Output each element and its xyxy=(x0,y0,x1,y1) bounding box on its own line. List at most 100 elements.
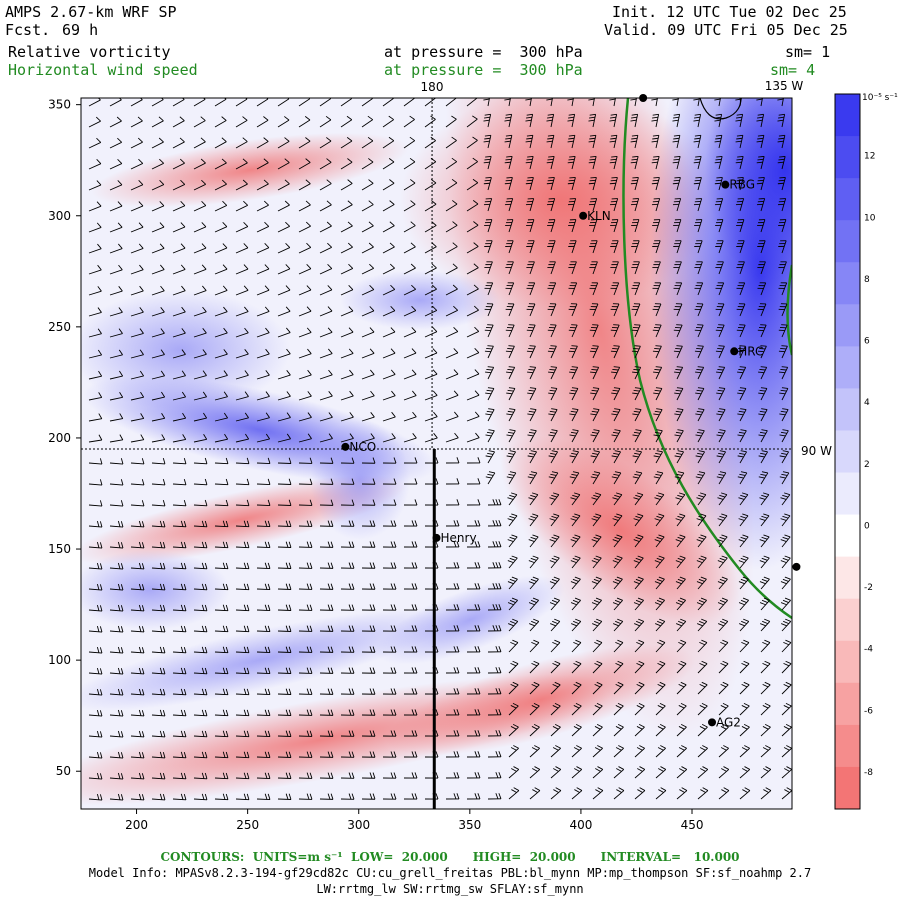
wind-barb xyxy=(609,198,619,212)
wind-barb xyxy=(613,660,624,674)
wind-barb xyxy=(651,155,660,170)
wind-barb xyxy=(130,370,145,380)
wind-barb xyxy=(193,646,208,654)
wind-barb xyxy=(445,499,460,506)
wind-barb xyxy=(277,520,292,527)
wind-barb xyxy=(109,158,123,170)
wind-barb xyxy=(109,180,123,191)
wind-barb xyxy=(634,787,646,800)
wind-barb xyxy=(88,328,102,338)
wind-barb xyxy=(634,618,645,632)
wind-barb xyxy=(151,116,164,128)
wind-barb xyxy=(611,471,622,485)
wind-barb xyxy=(714,198,724,212)
wind-barb xyxy=(508,639,519,653)
wind-barb xyxy=(758,408,768,422)
wind-barb xyxy=(568,282,578,296)
wind-barb xyxy=(506,366,516,380)
wind-barb xyxy=(483,134,492,149)
wind-barb xyxy=(424,457,439,464)
wind-barb xyxy=(546,113,555,128)
wind-barb xyxy=(484,240,493,254)
wind-barb xyxy=(256,179,269,191)
wind-barb xyxy=(151,458,166,465)
wind-barb xyxy=(466,478,481,485)
wind-barb xyxy=(759,555,770,569)
wind-barb xyxy=(779,429,789,443)
wind-barb xyxy=(403,730,418,737)
wind-barb xyxy=(88,709,103,717)
wind-barb xyxy=(382,221,395,233)
wind-barb xyxy=(319,412,333,422)
wind-barb xyxy=(612,513,623,527)
wind-barb xyxy=(235,433,250,443)
wind-barb xyxy=(718,745,729,758)
wind-barb xyxy=(130,264,144,275)
wind-barb xyxy=(298,541,313,548)
wind-barb xyxy=(277,137,290,149)
wind-barb xyxy=(109,98,122,107)
wind-barb xyxy=(403,433,417,443)
wind-barb xyxy=(756,113,765,128)
wind-barb xyxy=(569,450,579,464)
wind-barb xyxy=(654,555,665,569)
wind-barb xyxy=(739,702,750,716)
wind-barb xyxy=(235,667,250,675)
wind-barb xyxy=(151,413,166,422)
wind-barb xyxy=(529,639,540,653)
wind-barbs xyxy=(88,98,792,801)
wind-barb xyxy=(632,450,642,464)
wind-barb xyxy=(193,434,208,443)
wind-barb xyxy=(109,667,124,675)
wind-barb xyxy=(630,113,639,128)
wind-barb xyxy=(695,450,705,464)
wind-barb xyxy=(445,562,460,569)
wind-barb xyxy=(403,200,416,212)
wind-barb xyxy=(571,681,582,695)
colorbar-swatch xyxy=(835,346,860,389)
wind-barb xyxy=(739,618,750,632)
wind-barb xyxy=(611,408,621,422)
wind-barb xyxy=(256,604,271,612)
wind-barb xyxy=(109,541,124,549)
wind-barb xyxy=(277,583,292,590)
wind-barb xyxy=(777,113,786,128)
wind-barb xyxy=(382,411,396,422)
y-tick-label: 50 xyxy=(56,764,71,778)
lon-90w-label: 90 W xyxy=(801,444,832,458)
colorbar-swatch xyxy=(835,556,860,600)
wind-barb xyxy=(109,243,123,254)
colorbar-swatch xyxy=(835,178,860,221)
wind-barb xyxy=(445,390,459,401)
wind-barb xyxy=(487,583,502,590)
wind-barb xyxy=(277,772,292,779)
wind-barb xyxy=(466,178,479,191)
wind-barb xyxy=(735,177,744,191)
wind-barb xyxy=(694,303,704,317)
wind-barb xyxy=(652,240,661,254)
wind-barb xyxy=(487,520,502,527)
wind-barb xyxy=(781,702,792,716)
wind-barb xyxy=(340,730,355,737)
wind-barb xyxy=(193,541,208,549)
wind-barb xyxy=(760,639,771,653)
wind-barb xyxy=(361,348,375,359)
wind-barb xyxy=(277,478,292,485)
wind-barb xyxy=(589,345,599,359)
wind-barb xyxy=(466,541,481,548)
wind-barb xyxy=(570,513,581,527)
wind-barb xyxy=(193,562,208,570)
wind-barb xyxy=(716,471,727,485)
colorbar-frame xyxy=(834,93,861,810)
wind-barb xyxy=(571,787,583,800)
wind-barb xyxy=(655,724,666,737)
wind-barb xyxy=(193,200,207,212)
wind-barb xyxy=(382,390,396,401)
wind-barb xyxy=(88,201,102,212)
wind-barb xyxy=(256,285,270,296)
wind-barb xyxy=(214,116,227,128)
wind-barb xyxy=(653,429,663,443)
wind-barb xyxy=(632,429,642,443)
wind-barb xyxy=(655,745,666,758)
wind-barb xyxy=(172,179,186,191)
